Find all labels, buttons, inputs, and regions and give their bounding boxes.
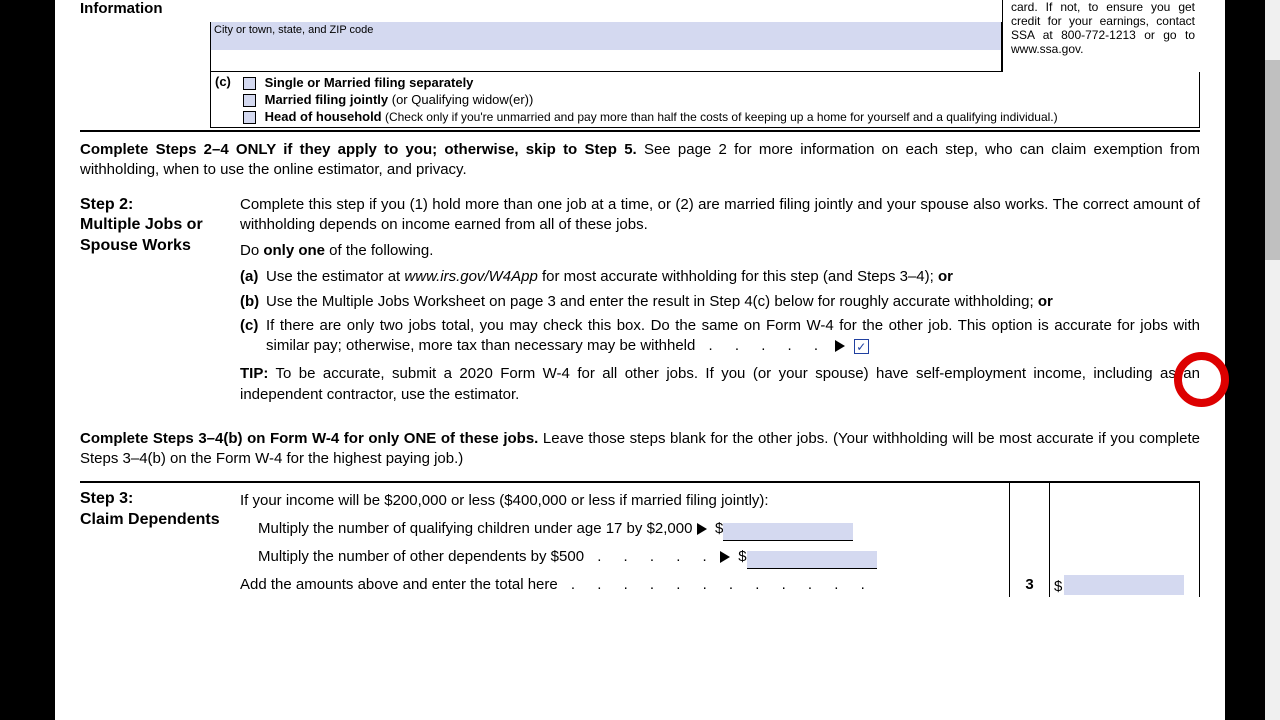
step3-line1: Multiply the number of qualifying childr…	[240, 517, 1005, 541]
step2-left: Step 2: Multiple Jobs or Spouse Works	[80, 195, 240, 411]
step2-block: Step 2: Multiple Jobs or Spouse Works Co…	[80, 195, 1200, 411]
scrollbar[interactable]	[1265, 0, 1280, 720]
complete-34-instruction: Complete Steps 3–4(b) on Form W-4 for on…	[80, 429, 1200, 470]
step2-opt-a: (a) Use the estimator at www.irs.gov/W4A…	[240, 267, 1200, 287]
arrow-right-icon	[697, 523, 707, 535]
arrow-right-icon	[835, 340, 845, 352]
step2-tip: TIP: To be accurate, submit a 2020 Form …	[240, 364, 1200, 405]
step2-doone: Do only one of the following.	[240, 241, 1200, 261]
step3-line3: Add the amounts above and enter the tota…	[240, 573, 1005, 597]
step3-amount-col: $	[1050, 483, 1200, 597]
step1-row: Information City or town, state, and ZIP…	[80, 0, 1200, 128]
ssa-note: card. If not, to ensure you get credit f…	[1002, 0, 1200, 72]
step3-left: Step 3: Claim Dependents	[80, 483, 240, 597]
step1-heading: Information	[80, 0, 210, 128]
checkbox-hoh[interactable]	[243, 111, 256, 124]
opt-hoh: Head of household	[265, 109, 382, 124]
opt-married-joint: Married filing jointly	[265, 92, 389, 107]
step2-opt-c: (c) If there are only two jobs total, yo…	[240, 316, 1200, 357]
arrow-right-icon	[720, 551, 730, 563]
step3-mid: If your income will be $200,000 or less …	[240, 483, 1010, 597]
step2-right: Complete this step if you (1) hold more …	[240, 195, 1200, 411]
checkbox-single[interactable]	[243, 77, 256, 90]
children-amount-field[interactable]	[723, 523, 853, 541]
checkbox-2c[interactable]: ✓	[854, 339, 869, 354]
scrollbar-thumb[interactable]	[1265, 60, 1280, 260]
divider	[80, 130, 1200, 132]
complete-24-instruction: Complete Steps 2–4 ONLY if they apply to…	[80, 140, 1200, 181]
step3-line2: Multiply the number of other dependents …	[240, 545, 1005, 569]
step2-intro: Complete this step if you (1) hold more …	[240, 195, 1200, 236]
filing-status-row: (c) Single or Married filing separately …	[210, 72, 1200, 128]
address-label: City or town, state, and ZIP code	[214, 24, 373, 36]
checkbox-married-joint[interactable]	[243, 94, 256, 107]
c-label: (c)	[215, 74, 240, 125]
address-field[interactable]: City or town, state, and ZIP code	[210, 22, 1002, 72]
step3-intro: If your income will be $200,000 or less …	[240, 489, 1005, 513]
step2-opt-b: (b) Use the Multiple Jobs Worksheet on p…	[240, 292, 1200, 312]
opt-single: Single or Married filing separately	[265, 75, 474, 90]
step3-linenum-col: 3	[1010, 483, 1050, 597]
step3-block: Step 3: Claim Dependents If your income …	[80, 481, 1200, 597]
other-dep-amount-field[interactable]	[747, 551, 877, 569]
step3-total-field[interactable]	[1064, 575, 1184, 595]
